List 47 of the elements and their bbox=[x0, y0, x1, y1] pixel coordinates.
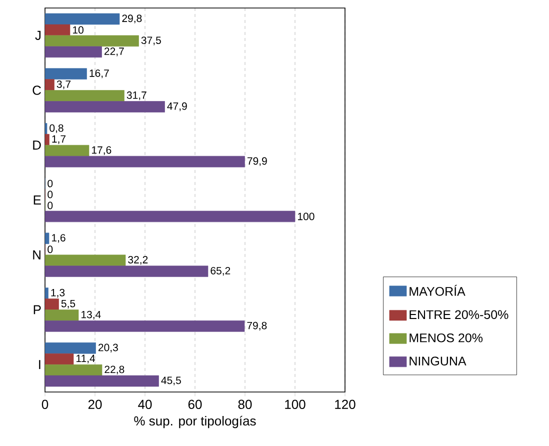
x-tick-label: 60 bbox=[188, 400, 202, 409]
data-label: 17,6 bbox=[92, 146, 112, 155]
data-label: 0 bbox=[48, 180, 53, 188]
data-label: 1,6 bbox=[52, 234, 66, 243]
data-label: 100 bbox=[298, 212, 314, 220]
y-tick-label: P bbox=[34, 305, 41, 314]
data-label: 10 bbox=[73, 26, 84, 34]
legend-label: MAYORÍA bbox=[410, 284, 466, 296]
y-tick-label: E bbox=[34, 196, 41, 204]
y-tick-label: N bbox=[33, 250, 40, 260]
x-tick-label: 80 bbox=[238, 400, 252, 409]
data-label: 79,8 bbox=[247, 322, 267, 331]
data-label: 0 bbox=[48, 190, 53, 198]
x-tick-label: 100 bbox=[285, 400, 306, 409]
data-label: 37,5 bbox=[141, 36, 161, 46]
data-label: 29,8 bbox=[122, 14, 142, 24]
legend-label: NINGUNA bbox=[410, 356, 466, 366]
legend-label: ENTRE 20%-50% bbox=[410, 310, 508, 320]
y-tick-label: D bbox=[33, 140, 41, 150]
y-tick-label: I bbox=[39, 360, 40, 370]
data-label: 3,7 bbox=[56, 80, 71, 90]
data-label: 16,7 bbox=[90, 69, 109, 78]
data-label: 13,4 bbox=[82, 310, 101, 320]
data-label: 5,5 bbox=[61, 300, 76, 309]
legend-label: MENOS 20% bbox=[410, 333, 483, 342]
data-label: 20,3 bbox=[98, 344, 118, 352]
data-label: 45,5 bbox=[161, 376, 181, 386]
data-label: 47,9 bbox=[167, 102, 187, 112]
data-label: 22,8 bbox=[104, 366, 124, 374]
data-label: 0 bbox=[48, 202, 53, 210]
data-label: 79,9 bbox=[247, 157, 267, 166]
y-tick-label: J bbox=[35, 30, 41, 40]
data-label: 65,2 bbox=[210, 266, 230, 276]
data-label: 1,7 bbox=[52, 135, 66, 144]
data-label: 0,8 bbox=[50, 124, 64, 134]
y-tick-label: C bbox=[32, 86, 41, 95]
x-tick-label: 40 bbox=[138, 400, 152, 409]
x-tick-label: 20 bbox=[88, 400, 102, 409]
data-label: 0 bbox=[48, 246, 53, 254]
data-label: 32,2 bbox=[128, 256, 148, 265]
x-tick-label: 120 bbox=[335, 400, 356, 409]
data-label: 11,4 bbox=[76, 354, 96, 364]
x-tick-label: 0 bbox=[42, 400, 48, 409]
data-label: 1,3 bbox=[51, 288, 65, 298]
data-label: 31,7 bbox=[126, 91, 146, 100]
x-axis-title: % sup. por tipologías bbox=[134, 416, 256, 428]
data-label: 22,7 bbox=[104, 48, 124, 56]
